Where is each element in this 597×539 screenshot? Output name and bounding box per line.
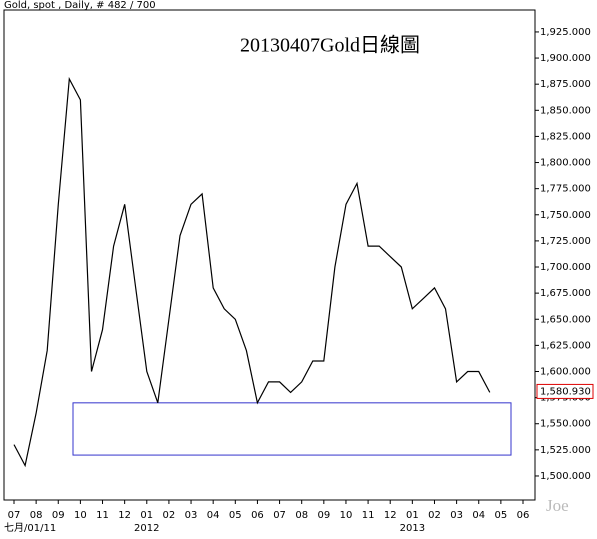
y-tick-label: 1,700.000 — [540, 262, 591, 273]
x-tick-label: 12 — [118, 510, 131, 521]
y-tick-label: 1,850.000 — [540, 105, 591, 116]
y-tick-label: 1,600.000 — [540, 366, 591, 377]
x-tick-label: 07 — [8, 510, 21, 521]
y-tick-label: 1,750.000 — [540, 210, 591, 221]
x-tick-label: 04 — [472, 510, 485, 521]
plot-frame — [3, 9, 536, 501]
y-tick-label: 1,500.000 — [540, 471, 591, 482]
x-tick-label: 07 — [273, 510, 286, 521]
y-tick-label: 1,825.000 — [540, 131, 591, 142]
chart-title: 20130407Gold日線圖 — [240, 34, 420, 57]
x-tick-label: 10 — [74, 510, 87, 521]
x-tick-label: 01 — [140, 510, 153, 521]
x-tick-label: 02 — [428, 510, 441, 521]
y-tick-label: 1,625.000 — [540, 340, 591, 351]
last-price-box — [536, 383, 594, 399]
x-tick-label: 03 — [450, 510, 463, 521]
last-price-label: 1,580.930 — [540, 386, 591, 397]
y-tick-label: 1,550.000 — [540, 419, 591, 430]
year-label: 2012 — [134, 523, 159, 534]
x-tick-label: 02 — [163, 510, 176, 521]
x-tick-label: 06 — [517, 510, 530, 521]
x-tick-label: 12 — [384, 510, 397, 521]
y-tick-label: 1,800.000 — [540, 158, 591, 169]
y-tick-label: 1,775.000 — [540, 184, 591, 195]
y-tick-label: 1,900.000 — [540, 53, 591, 64]
start-date-label: 七月/01/11 — [4, 522, 56, 534]
y-tick-label: 1,650.000 — [540, 314, 591, 325]
y-tick-label: 1,675.000 — [540, 288, 591, 299]
x-tick-label: 08 — [295, 510, 308, 521]
x-tick-label: 01 — [406, 510, 419, 521]
x-tick-label: 11 — [96, 510, 109, 521]
x-tick-label: 03 — [185, 510, 198, 521]
y-tick-label: 1,525.000 — [540, 445, 591, 456]
x-tick-label: 08 — [30, 510, 43, 521]
x-tick-label: 09 — [52, 510, 65, 521]
x-tick-label: 10 — [340, 510, 353, 521]
x-tick-label: 04 — [207, 510, 220, 521]
watermark: Joe — [546, 496, 569, 515]
x-tick-label: 05 — [495, 510, 508, 521]
x-tick-label: 09 — [317, 510, 330, 521]
y-tick-label: 1,725.000 — [540, 236, 591, 247]
x-tick-label: 05 — [229, 510, 242, 521]
highlight-box — [72, 402, 512, 456]
header: Gold, spot , Daily, # 482 / 700 — [4, 0, 156, 11]
x-tick-label: 11 — [362, 510, 375, 521]
x-tick-label: 06 — [251, 510, 264, 521]
y-tick-label: 1,875.000 — [540, 79, 591, 90]
year-label: 2013 — [400, 523, 425, 534]
price-line — [13, 76, 491, 468]
y-tick-label: 1,925.000 — [540, 27, 591, 38]
